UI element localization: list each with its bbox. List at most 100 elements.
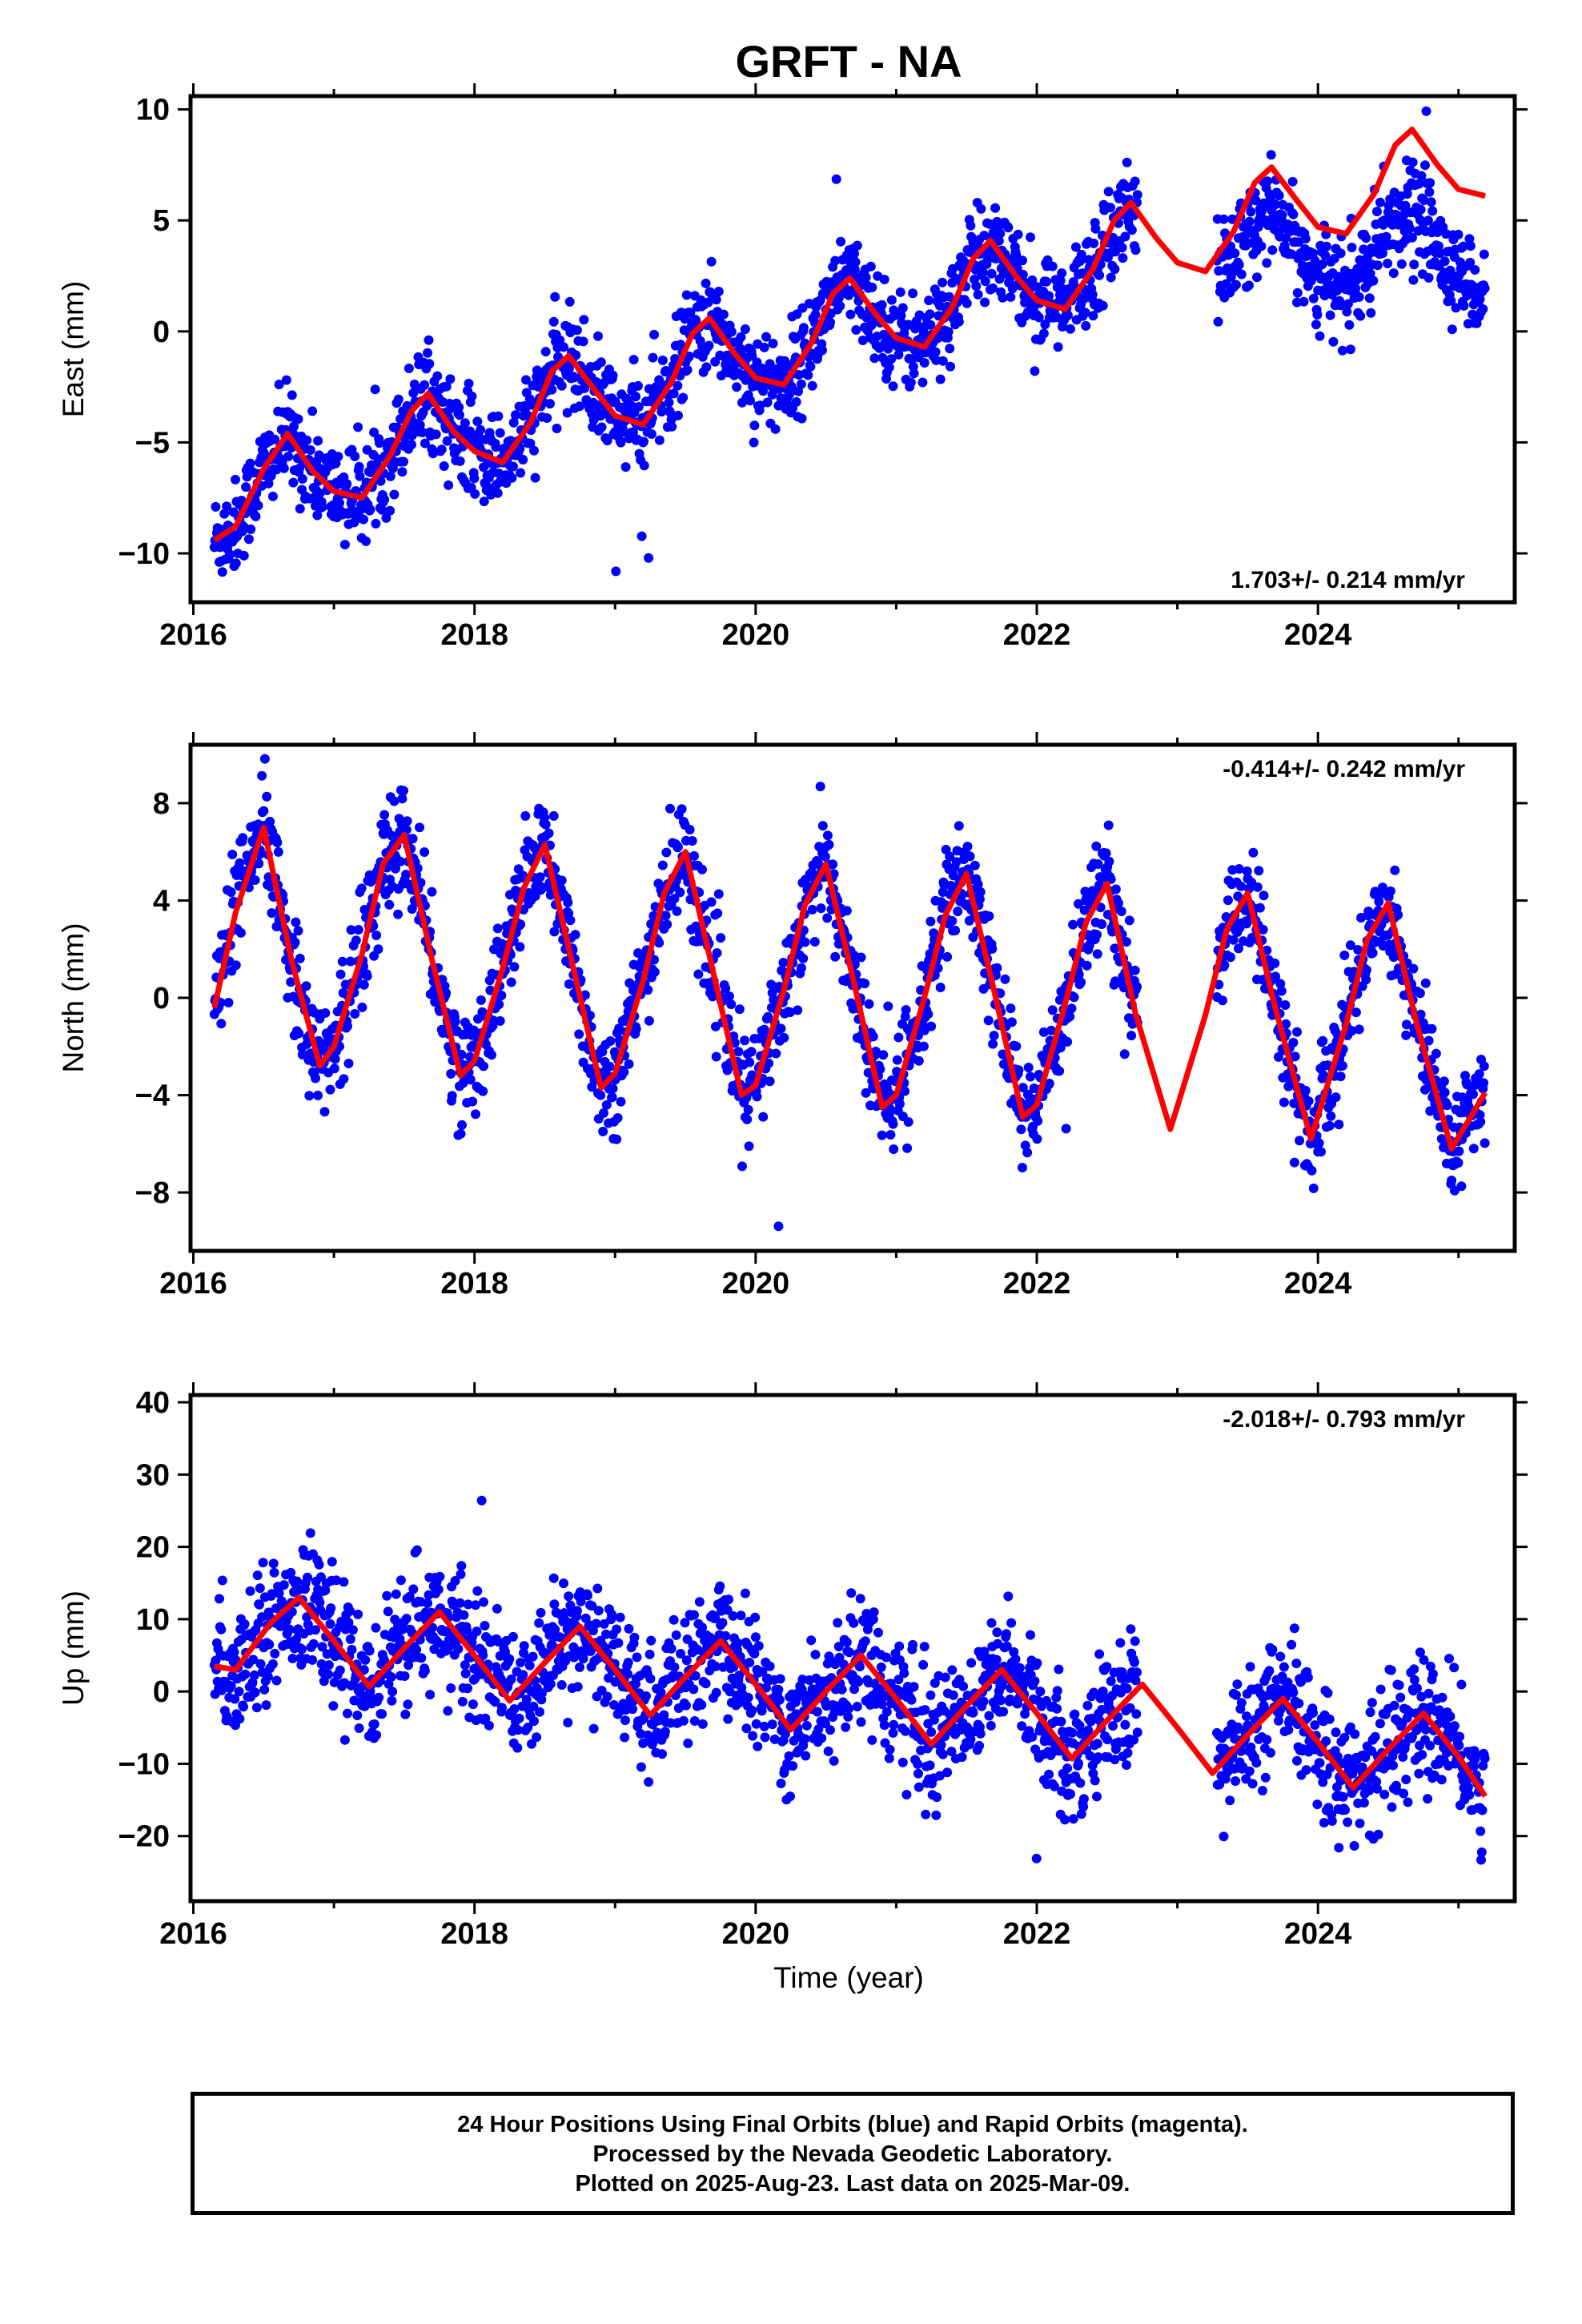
data-point (1254, 866, 1264, 876)
data-point (1416, 171, 1427, 181)
data-point (494, 999, 504, 1010)
y-axis-label: North (mm) (57, 923, 90, 1072)
data-point (644, 1649, 655, 1659)
data-point (465, 1075, 476, 1085)
data-point (345, 1634, 355, 1644)
data-point (835, 301, 845, 311)
data-point (329, 1063, 339, 1074)
data-point (713, 908, 723, 919)
data-point (844, 1703, 854, 1714)
data-point (1122, 157, 1132, 167)
data-point (1419, 195, 1429, 206)
data-point (335, 1665, 345, 1675)
data-point (387, 1687, 398, 1697)
data-point (689, 1610, 699, 1620)
data-point (1359, 244, 1369, 255)
data-point (570, 930, 580, 940)
data-point (884, 362, 894, 372)
data-point (712, 948, 722, 958)
data-point (973, 289, 983, 300)
data-point (1230, 248, 1240, 259)
data-point (455, 410, 464, 420)
data-point (425, 1690, 436, 1700)
data-point (305, 445, 315, 455)
data-point (1311, 320, 1321, 330)
data-point (995, 228, 1006, 239)
data-point (644, 1015, 654, 1026)
data-point (693, 969, 704, 979)
data-point (741, 1723, 752, 1734)
data-point (798, 323, 809, 333)
data-point (1022, 1148, 1033, 1158)
data-point (231, 474, 240, 485)
data-point (895, 287, 905, 297)
data-point (736, 1610, 746, 1621)
data-point (1070, 242, 1081, 252)
data-point (844, 1647, 854, 1658)
data-point (607, 1092, 617, 1102)
data-point (479, 497, 489, 507)
data-point (951, 857, 962, 867)
data-point (241, 482, 251, 493)
data-point (235, 858, 245, 868)
data-point (1343, 299, 1353, 309)
data-point (353, 925, 363, 935)
data-point (251, 511, 261, 521)
data-point (1367, 948, 1378, 958)
data-point (684, 352, 694, 361)
data-point (683, 1738, 693, 1748)
data-point (724, 1594, 734, 1605)
data-point (1126, 225, 1137, 235)
data-point (423, 1598, 432, 1608)
data-point (744, 1141, 754, 1152)
data-point (550, 292, 560, 302)
data-point (675, 887, 685, 898)
data-point (1408, 963, 1419, 974)
data-point (697, 864, 707, 875)
data-point (271, 1675, 282, 1686)
data-point (245, 1586, 255, 1596)
data-point (745, 1057, 755, 1068)
data-point (992, 963, 1002, 973)
y-tick-label: 5 (153, 204, 170, 238)
data-point (923, 1009, 934, 1019)
data-point (1231, 279, 1241, 290)
data-point (745, 1658, 755, 1667)
data-point (428, 448, 438, 459)
data-point (1424, 187, 1435, 197)
data-point (894, 1099, 905, 1109)
data-point (254, 858, 264, 869)
data-point (612, 1113, 623, 1123)
data-point (450, 1016, 460, 1027)
data-point (723, 1714, 733, 1724)
data-point (564, 1591, 574, 1602)
data-point (535, 872, 545, 883)
data-point (917, 377, 928, 388)
data-point (484, 1720, 494, 1731)
data-point (295, 953, 305, 963)
data-point (374, 1692, 384, 1703)
data-point (1263, 176, 1273, 187)
data-point (711, 295, 721, 305)
data-point (307, 406, 318, 416)
data-point (246, 524, 256, 534)
data-point (343, 1021, 352, 1031)
data-point (1030, 366, 1040, 376)
data-point (726, 327, 737, 337)
data-point (1420, 978, 1431, 988)
data-point (433, 1584, 444, 1594)
data-point (607, 1609, 616, 1619)
data-point (800, 937, 810, 947)
data-point (656, 1687, 666, 1698)
data-point (1104, 856, 1114, 866)
data-point (511, 410, 520, 420)
data-point (1316, 1147, 1326, 1157)
data-point (1214, 266, 1224, 276)
data-point (737, 1161, 747, 1172)
data-point (564, 364, 574, 374)
data-point (337, 956, 347, 967)
data-point (697, 1699, 707, 1710)
data-point (255, 1583, 265, 1594)
data-point (1390, 865, 1400, 875)
